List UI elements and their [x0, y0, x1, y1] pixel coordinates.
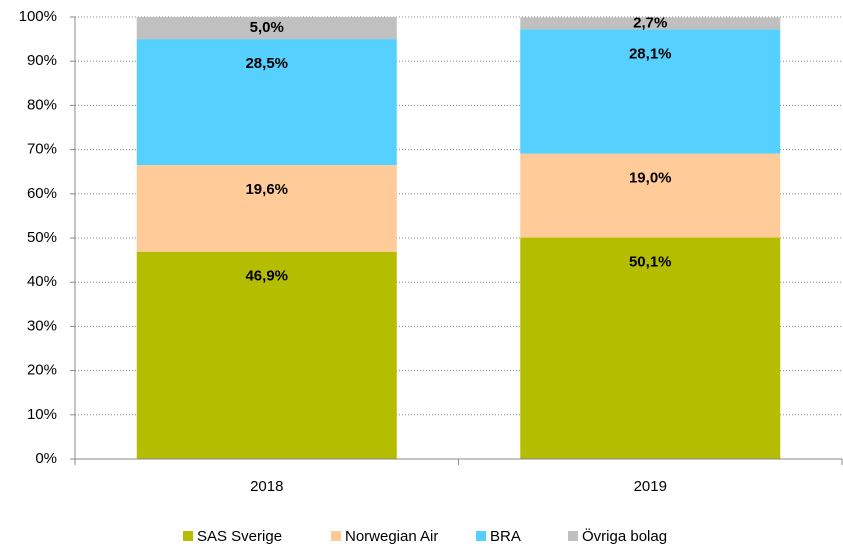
legend-label: Övriga bolag — [582, 527, 667, 545]
bar-segment — [520, 237, 781, 459]
data-label: 46,9% — [245, 268, 288, 285]
y-tick-label: 90% — [27, 52, 57, 69]
data-label: 19,0% — [629, 170, 672, 187]
y-tick-label: 10% — [27, 406, 57, 423]
y-tick-label: 60% — [27, 185, 57, 202]
bar-segment — [520, 17, 781, 30]
bar-segment — [136, 251, 397, 459]
bar-segment — [520, 153, 781, 238]
y-tick-label: 20% — [27, 362, 57, 379]
y-tick-label: 30% — [27, 317, 57, 334]
x-tick-label: 2019 — [634, 478, 667, 495]
bar-segment — [520, 29, 781, 154]
data-label: 5,0% — [250, 19, 284, 36]
x-tick-label: 2018 — [250, 478, 283, 495]
legend-marker — [476, 531, 486, 541]
legend-label: Norwegian Air — [345, 528, 438, 545]
y-tick-label: 80% — [27, 96, 57, 113]
y-tick-label: 50% — [27, 229, 57, 246]
bar-segment — [136, 165, 397, 252]
y-tick-label: 70% — [27, 141, 57, 158]
legend-label: SAS Sverige — [197, 528, 282, 545]
data-label: 28,1% — [629, 45, 672, 62]
data-label: 50,1% — [629, 254, 672, 271]
data-label: 19,6% — [245, 181, 288, 198]
y-tick-label: 100% — [19, 8, 57, 25]
data-label: 28,5% — [245, 55, 288, 72]
data-label: 2,7% — [633, 14, 667, 31]
y-tick-label: 0% — [35, 450, 57, 467]
bar-segment — [136, 17, 397, 40]
bar-segment — [136, 39, 397, 166]
legend-marker — [568, 531, 578, 541]
legend-marker — [331, 531, 341, 541]
legend-marker — [183, 531, 193, 541]
legend-label: BRA — [490, 528, 521, 545]
y-tick-label: 40% — [27, 273, 57, 290]
